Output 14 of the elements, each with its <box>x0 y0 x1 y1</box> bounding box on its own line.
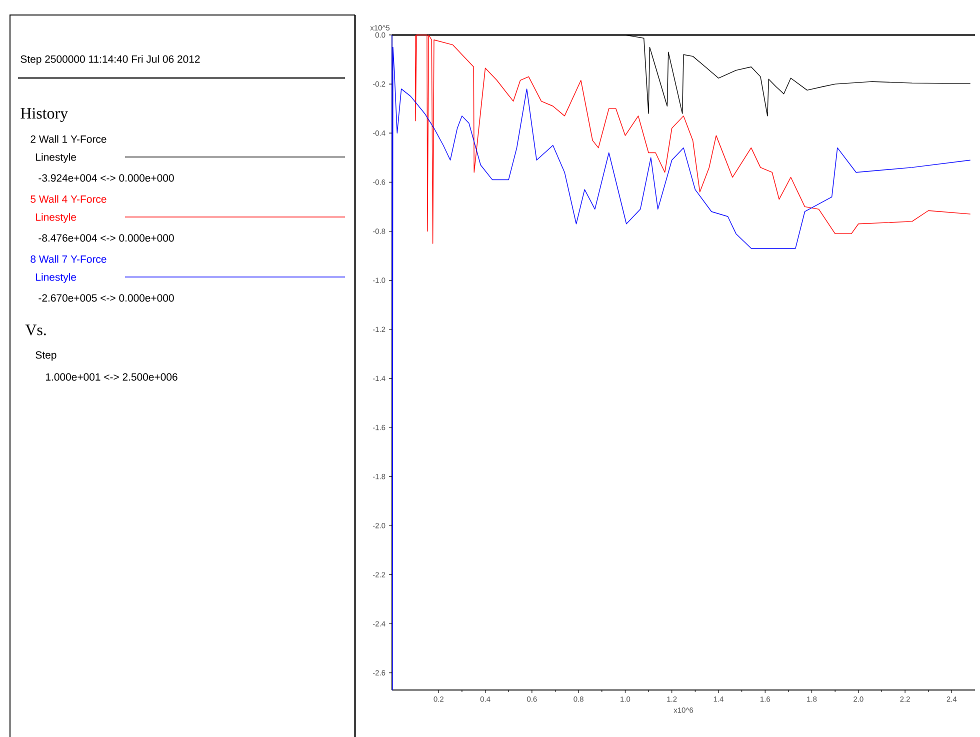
text: -8.476e+004 <-> 0.000e+000 <box>38 234 174 242</box>
text: Vs. <box>25 324 46 336</box>
text: -2.670e+005 <-> 0.000e+000 <box>38 294 174 302</box>
text: Step 2500000 11:14:40 Fri Jul 06 2012 <box>20 55 200 65</box>
text: 2 Wall 1 Y-Force <box>30 135 106 143</box>
text: Linestyle <box>36 153 76 163</box>
text: Step <box>36 351 56 361</box>
text: 1.000e+001 <-> 2.500e+006 <box>46 373 178 381</box>
text: -3.924e+004 <-> 0.000e+000 <box>38 174 174 182</box>
text: 5 Wall 4 Y-Force <box>30 195 106 203</box>
text: 8 Wall 7 Y-Force <box>30 255 106 263</box>
text: Linestyle <box>36 213 76 223</box>
legend-title: History <box>20 108 68 122</box>
text: Linestyle <box>36 273 76 283</box>
